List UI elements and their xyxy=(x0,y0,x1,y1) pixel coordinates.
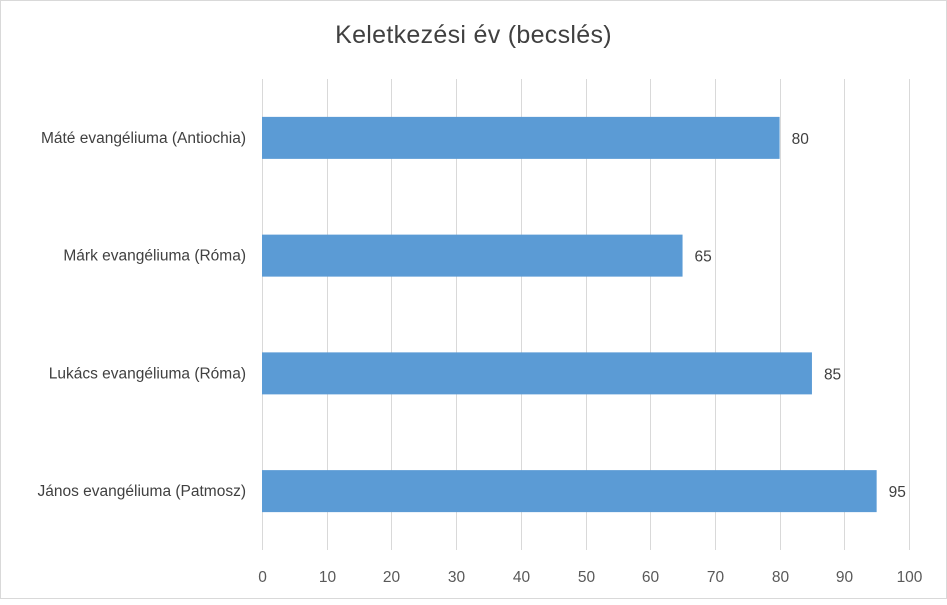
data-label: 65 xyxy=(695,249,712,266)
x-tick-label: 50 xyxy=(578,569,596,586)
category-label: Máté evangéliuma (Antiochia) xyxy=(41,130,246,147)
x-tick-label: 10 xyxy=(319,569,337,586)
category-label: Márk evangéliuma (Róma) xyxy=(63,248,246,265)
x-tick-label: 70 xyxy=(707,569,725,586)
data-label: 95 xyxy=(889,484,906,501)
category-label: János evangéliuma (Patmosz) xyxy=(38,483,247,500)
x-tick-label: 20 xyxy=(383,569,401,586)
bar xyxy=(262,352,812,395)
bar xyxy=(262,234,683,277)
x-tick-label: 40 xyxy=(513,569,531,586)
bar xyxy=(262,470,877,513)
x-tick-label: 90 xyxy=(836,569,854,586)
x-tick-label: 0 xyxy=(258,569,267,586)
bar xyxy=(262,116,780,159)
x-tick-label: 30 xyxy=(448,569,466,586)
x-tick-label: 80 xyxy=(772,569,790,586)
data-label: 80 xyxy=(792,131,810,148)
chart-title: Keletkezési év (becslés) xyxy=(335,21,612,49)
x-tick-label: 60 xyxy=(642,569,660,586)
x-tick-label: 100 xyxy=(897,569,923,586)
data-label: 85 xyxy=(824,366,841,383)
category-label: Lukács evangéliuma (Róma) xyxy=(49,365,246,382)
